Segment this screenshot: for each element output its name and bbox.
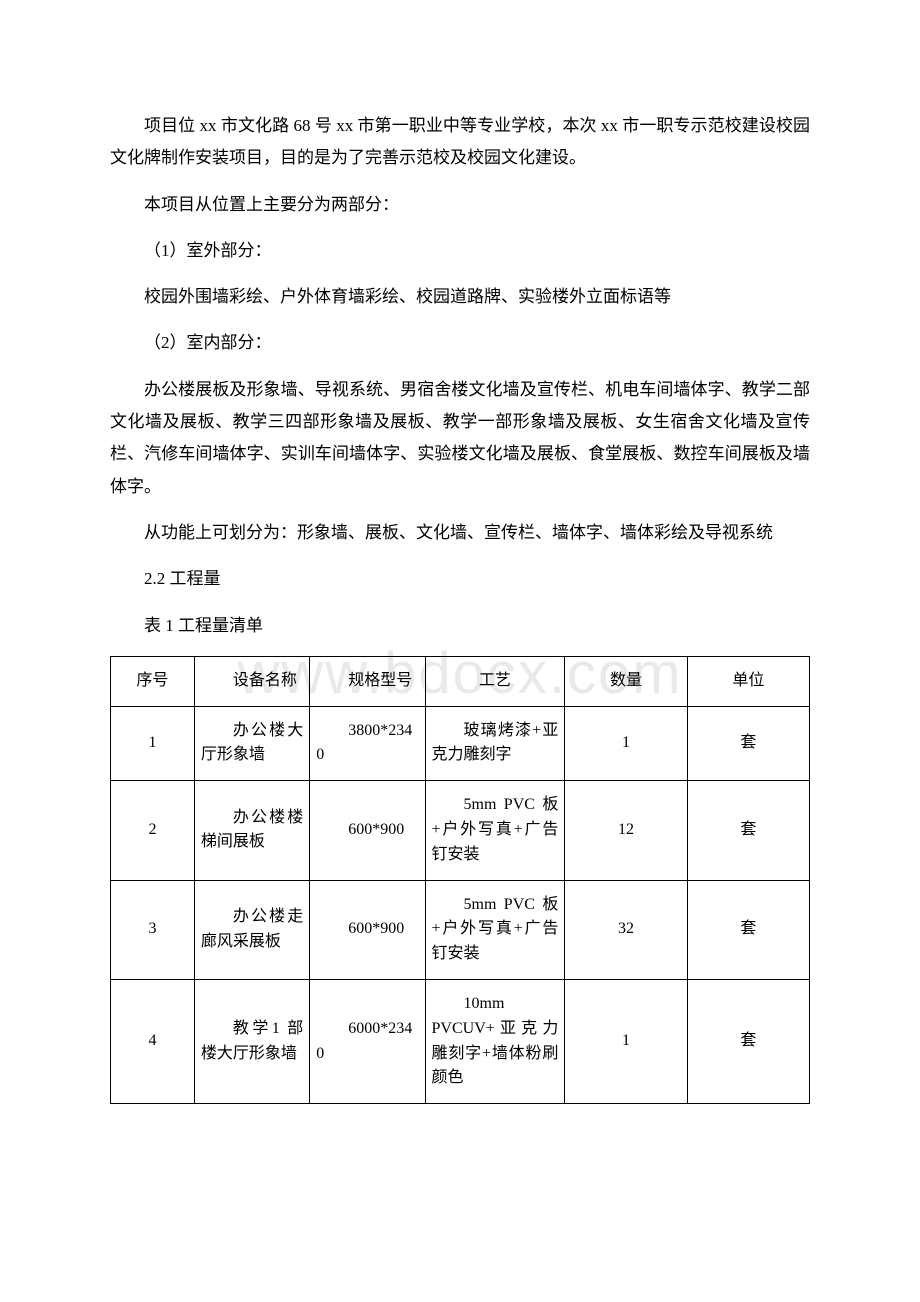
cell-qty: 1 <box>565 980 687 1104</box>
cell-name: 办公楼大厅形象墙 <box>194 706 309 781</box>
paragraph-indoor-list: 办公楼展板及形象墙、导视系统、男宿舍楼文化墙及宣传栏、机电车间墙体字、教学二部文… <box>110 374 810 503</box>
cell-seq: 1 <box>111 706 195 781</box>
cell-seq: 4 <box>111 980 195 1104</box>
paragraph-split: 本项目从位置上主要分为两部分： <box>110 189 810 221</box>
cell-name: 教学1 部楼大厅形象墙 <box>194 980 309 1104</box>
cell-proc: 5mm PVC 板+户外写真+广告钉安装 <box>425 781 565 880</box>
cell-name: 办公楼楼梯间展板 <box>194 781 309 880</box>
paragraph-outdoor-label: （1）室外部分： <box>110 235 810 267</box>
table-header-row: 序号 设备名称 规格型号 工艺 数量 单位 <box>111 656 810 706</box>
col-header-name: 设备名称 <box>194 656 309 706</box>
table-row: 3 办公楼走廊风采展板 600*900 5mm PVC 板+户外写真+广告钉安装… <box>111 880 810 979</box>
paragraph-outdoor-list: 校园外围墙彩绘、户外体育墙彩绘、校园道路牌、实验楼外立面标语等 <box>110 281 810 313</box>
cell-spec: 3800*2340 <box>310 706 425 781</box>
paragraph-indoor-label: （2）室内部分： <box>110 327 810 359</box>
cell-unit: 套 <box>687 880 809 979</box>
col-header-qty: 数量 <box>565 656 687 706</box>
table-row: 4 教学1 部楼大厅形象墙 6000*2340 10mm PVCUV+亚克力雕刻… <box>111 980 810 1104</box>
cell-seq: 2 <box>111 781 195 880</box>
table-row: 2 办公楼楼梯间展板 600*900 5mm PVC 板+户外写真+广告钉安装 … <box>111 781 810 880</box>
cell-spec: 600*900 <box>310 880 425 979</box>
cell-name: 办公楼走廊风采展板 <box>194 880 309 979</box>
col-header-unit: 单位 <box>687 656 809 706</box>
cell-spec: 6000*2340 <box>310 980 425 1104</box>
cell-unit: 套 <box>687 980 809 1104</box>
paragraph-intro: 项目位 xx 市文化路 68 号 xx 市第一职业中等专业学校，本次 xx 市一… <box>110 110 810 175</box>
cell-spec: 600*900 <box>310 781 425 880</box>
col-header-proc: 工艺 <box>425 656 565 706</box>
cell-unit: 套 <box>687 706 809 781</box>
heading-2-2: 2.2 工程量 <box>110 563 810 595</box>
cell-proc: 5mm PVC 板+户外写真+广告钉安装 <box>425 880 565 979</box>
paragraph-function: 从功能上可划分为：形象墙、展板、文化墙、宣传栏、墙体字、墙体彩绘及导视系统 <box>110 517 810 549</box>
quantities-table: 序号 设备名称 规格型号 工艺 数量 单位 1 办公楼大厅形象墙 3800*23… <box>110 656 810 1104</box>
cell-qty: 12 <box>565 781 687 880</box>
col-header-spec: 规格型号 <box>310 656 425 706</box>
col-header-seq: 序号 <box>111 656 195 706</box>
cell-proc: 玻璃烤漆+亚克力雕刻字 <box>425 706 565 781</box>
cell-seq: 3 <box>111 880 195 979</box>
cell-proc: 10mm PVCUV+亚克力雕刻字+墙体粉刷颜色 <box>425 980 565 1104</box>
cell-qty: 1 <box>565 706 687 781</box>
cell-unit: 套 <box>687 781 809 880</box>
cell-qty: 32 <box>565 880 687 979</box>
quantities-table-wrap: 序号 设备名称 规格型号 工艺 数量 单位 1 办公楼大厅形象墙 3800*23… <box>110 656 810 1104</box>
table-row: 1 办公楼大厅形象墙 3800*2340 玻璃烤漆+亚克力雕刻字 1 套 <box>111 706 810 781</box>
table-caption: 表 1 工程量清单 <box>110 610 810 642</box>
